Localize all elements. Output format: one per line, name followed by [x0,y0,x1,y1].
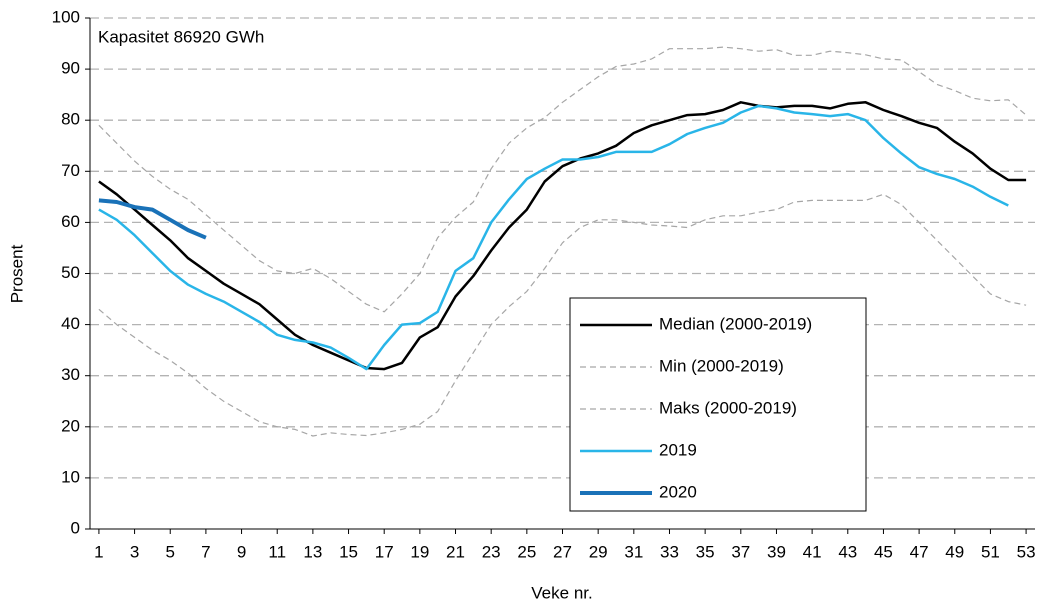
x-tick-label: 11 [268,542,286,561]
x-tick-label: 53 [1017,542,1036,561]
x-tick-label: 47 [910,542,929,561]
x-tick-label: 39 [767,542,786,561]
x-tick-label: 13 [303,542,322,561]
y-tick-label: 50 [61,263,80,282]
x-tick-label: 21 [446,542,465,561]
y-tick-label: 10 [61,467,80,486]
series-line [98,193,1027,437]
y-tick-label: 60 [61,212,80,231]
y-tick-label: 20 [61,416,80,435]
x-axis-label: Veke nr. [531,583,592,602]
x-tick-label: 29 [589,542,608,561]
series-line [98,104,1009,371]
y-tick-label: 90 [61,59,80,78]
x-tick-label: 17 [375,542,394,561]
x-tick-label: 15 [339,542,358,561]
y-tick-label: 100 [52,7,80,26]
legend-box [569,297,867,512]
y-tick-label: 40 [61,314,80,333]
x-tick-label: 31 [624,542,643,561]
legend-label: 2020 [659,482,697,501]
x-tick-label: 1 [94,542,103,561]
x-tick-label: 3 [130,542,139,561]
x-tick-label: 45 [874,542,893,561]
x-tick-label: 49 [945,542,964,561]
x-tick-label: 43 [838,542,857,561]
x-tick-label: 23 [482,542,501,561]
legend-label: 2019 [659,440,697,459]
x-tick-label: 25 [517,542,536,561]
x-tick-label: 33 [660,542,679,561]
y-axis-label: Prosent [7,244,26,303]
x-tick-label: 7 [201,542,210,561]
x-tick-label: 41 [803,542,822,561]
x-tick-label: 27 [553,542,572,561]
x-tick-label: 9 [237,542,246,561]
legend-label: Maks (2000-2019) [659,398,797,417]
legend-label: Min (2000-2019) [659,356,784,375]
series-line [98,198,207,240]
x-tick-label: 35 [696,542,715,561]
series-line [98,46,1027,313]
x-tick-label: 5 [166,542,175,561]
x-tick-label: 51 [981,542,1000,561]
series-line [98,101,1027,371]
x-tick-label: 37 [731,542,750,561]
y-tick-label: 70 [61,161,80,180]
annotation: Kapasitet 86920 GWh [98,27,264,46]
legend-label: Median (2000-2019) [659,314,812,333]
y-tick-label: 80 [61,110,80,129]
y-tick-label: 0 [71,518,80,537]
x-tick-label: 19 [410,542,429,561]
y-tick-label: 30 [61,365,80,384]
